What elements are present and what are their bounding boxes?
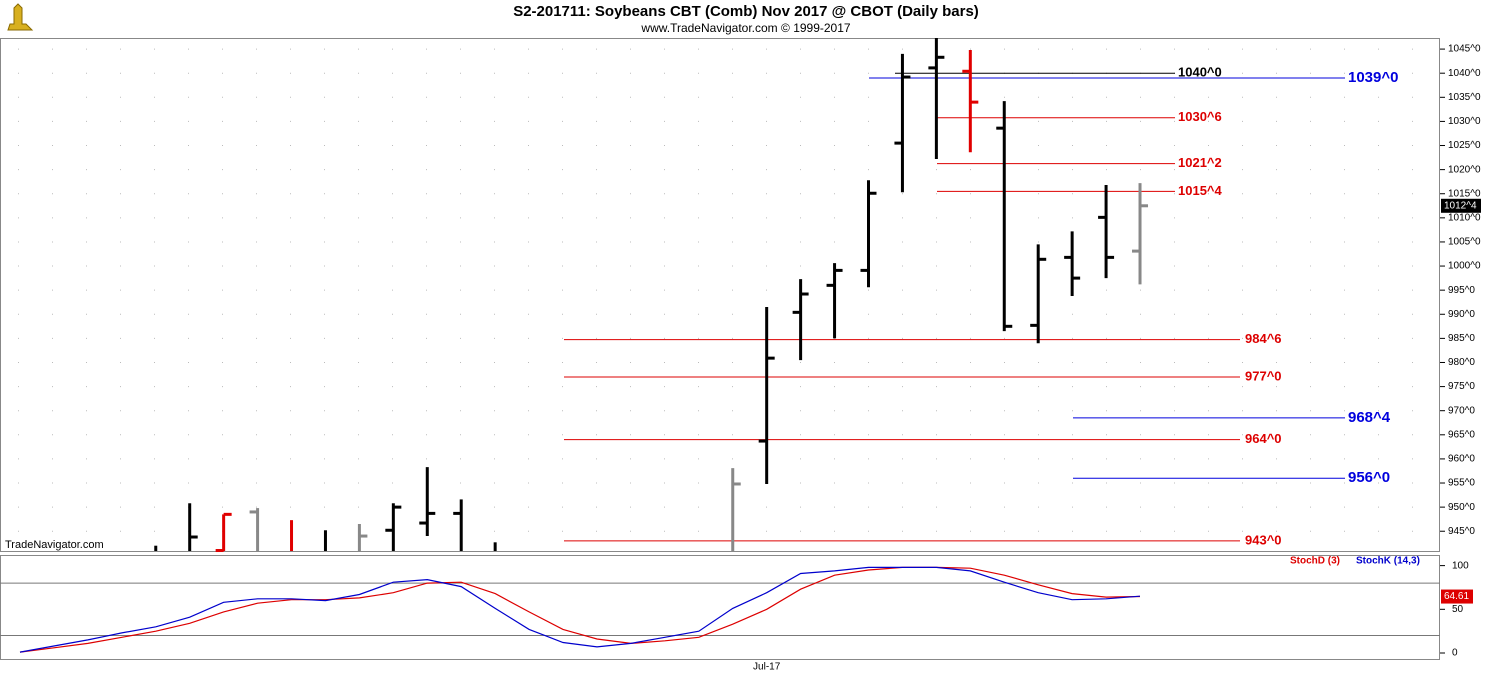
level-label: 956^0 — [1348, 469, 1390, 486]
last-value-box — [1441, 589, 1473, 604]
price-panel — [0, 38, 1440, 552]
stoch-line — [19, 566, 1141, 653]
y-tick-label: 1040^0 — [1448, 68, 1481, 79]
y-tick-label: 1005^0 — [1448, 237, 1481, 248]
y-tick-label: 955^0 — [1448, 478, 1475, 489]
last-price-box — [1441, 198, 1481, 213]
y-tick-label: 950^0 — [1448, 502, 1475, 513]
stoch-panel — [0, 555, 1440, 660]
level-label: 1039^0 — [1348, 69, 1398, 86]
y-tick-label: 980^0 — [1448, 357, 1475, 368]
y-tick-label: 960^0 — [1448, 454, 1475, 465]
y-tick-label: 990^0 — [1448, 309, 1475, 320]
y-tick-label: 1030^0 — [1448, 116, 1481, 127]
y-tick-label: 1000^0 — [1448, 261, 1481, 272]
level-label: 984^6 — [1245, 331, 1282, 346]
logo — [7, 3, 34, 31]
legend-entry: StochD (3) — [1290, 556, 1340, 567]
y-tick-label: 1025^0 — [1448, 140, 1481, 151]
chart-title: S2-201711: Soybeans CBT (Comb) Nov 2017 … — [513, 3, 979, 20]
level-label: 1040^0 — [1178, 65, 1222, 80]
level-label: 943^0 — [1245, 532, 1282, 547]
level-label: 1030^6 — [1178, 109, 1222, 124]
x-tick-label: Jul-17 — [753, 662, 781, 673]
y-tick-label: 965^0 — [1448, 429, 1475, 440]
y-tick-label: 1015^0 — [1448, 188, 1481, 199]
y-tick-label: 0 — [1452, 648, 1458, 659]
watermark: TradeNavigator.com — [5, 539, 104, 551]
y-tick-label: 50 — [1452, 604, 1464, 615]
y-tick-label: 970^0 — [1448, 405, 1475, 416]
level-label: 964^0 — [1245, 431, 1282, 446]
y-tick-label: 975^0 — [1448, 381, 1475, 392]
y-tick-label: 1020^0 — [1448, 164, 1481, 175]
level-label: 1015^4 — [1178, 183, 1223, 198]
y-tick-label: 1045^0 — [1448, 44, 1481, 55]
level-label: 968^4 — [1348, 409, 1391, 426]
legend-entry: StochK (14,3) — [1356, 556, 1420, 567]
level-label: 977^0 — [1245, 368, 1282, 383]
y-tick-label: 100 — [1452, 560, 1469, 571]
chart-subtitle: www.TradeNavigator.com © 1999-2017 — [640, 21, 850, 35]
y-tick-label: 1010^0 — [1448, 212, 1481, 223]
y-tick-label: 945^0 — [1448, 526, 1475, 537]
last-value-label: 64.61 — [1444, 591, 1469, 602]
y-tick-label: 985^0 — [1448, 333, 1475, 344]
level-label: 1021^2 — [1178, 155, 1222, 170]
last-price-label: 1012^4 — [1444, 200, 1477, 211]
y-tick-label: 995^0 — [1448, 285, 1475, 296]
y-tick-label: 1035^0 — [1448, 92, 1481, 103]
stoch-line — [19, 566, 1141, 653]
